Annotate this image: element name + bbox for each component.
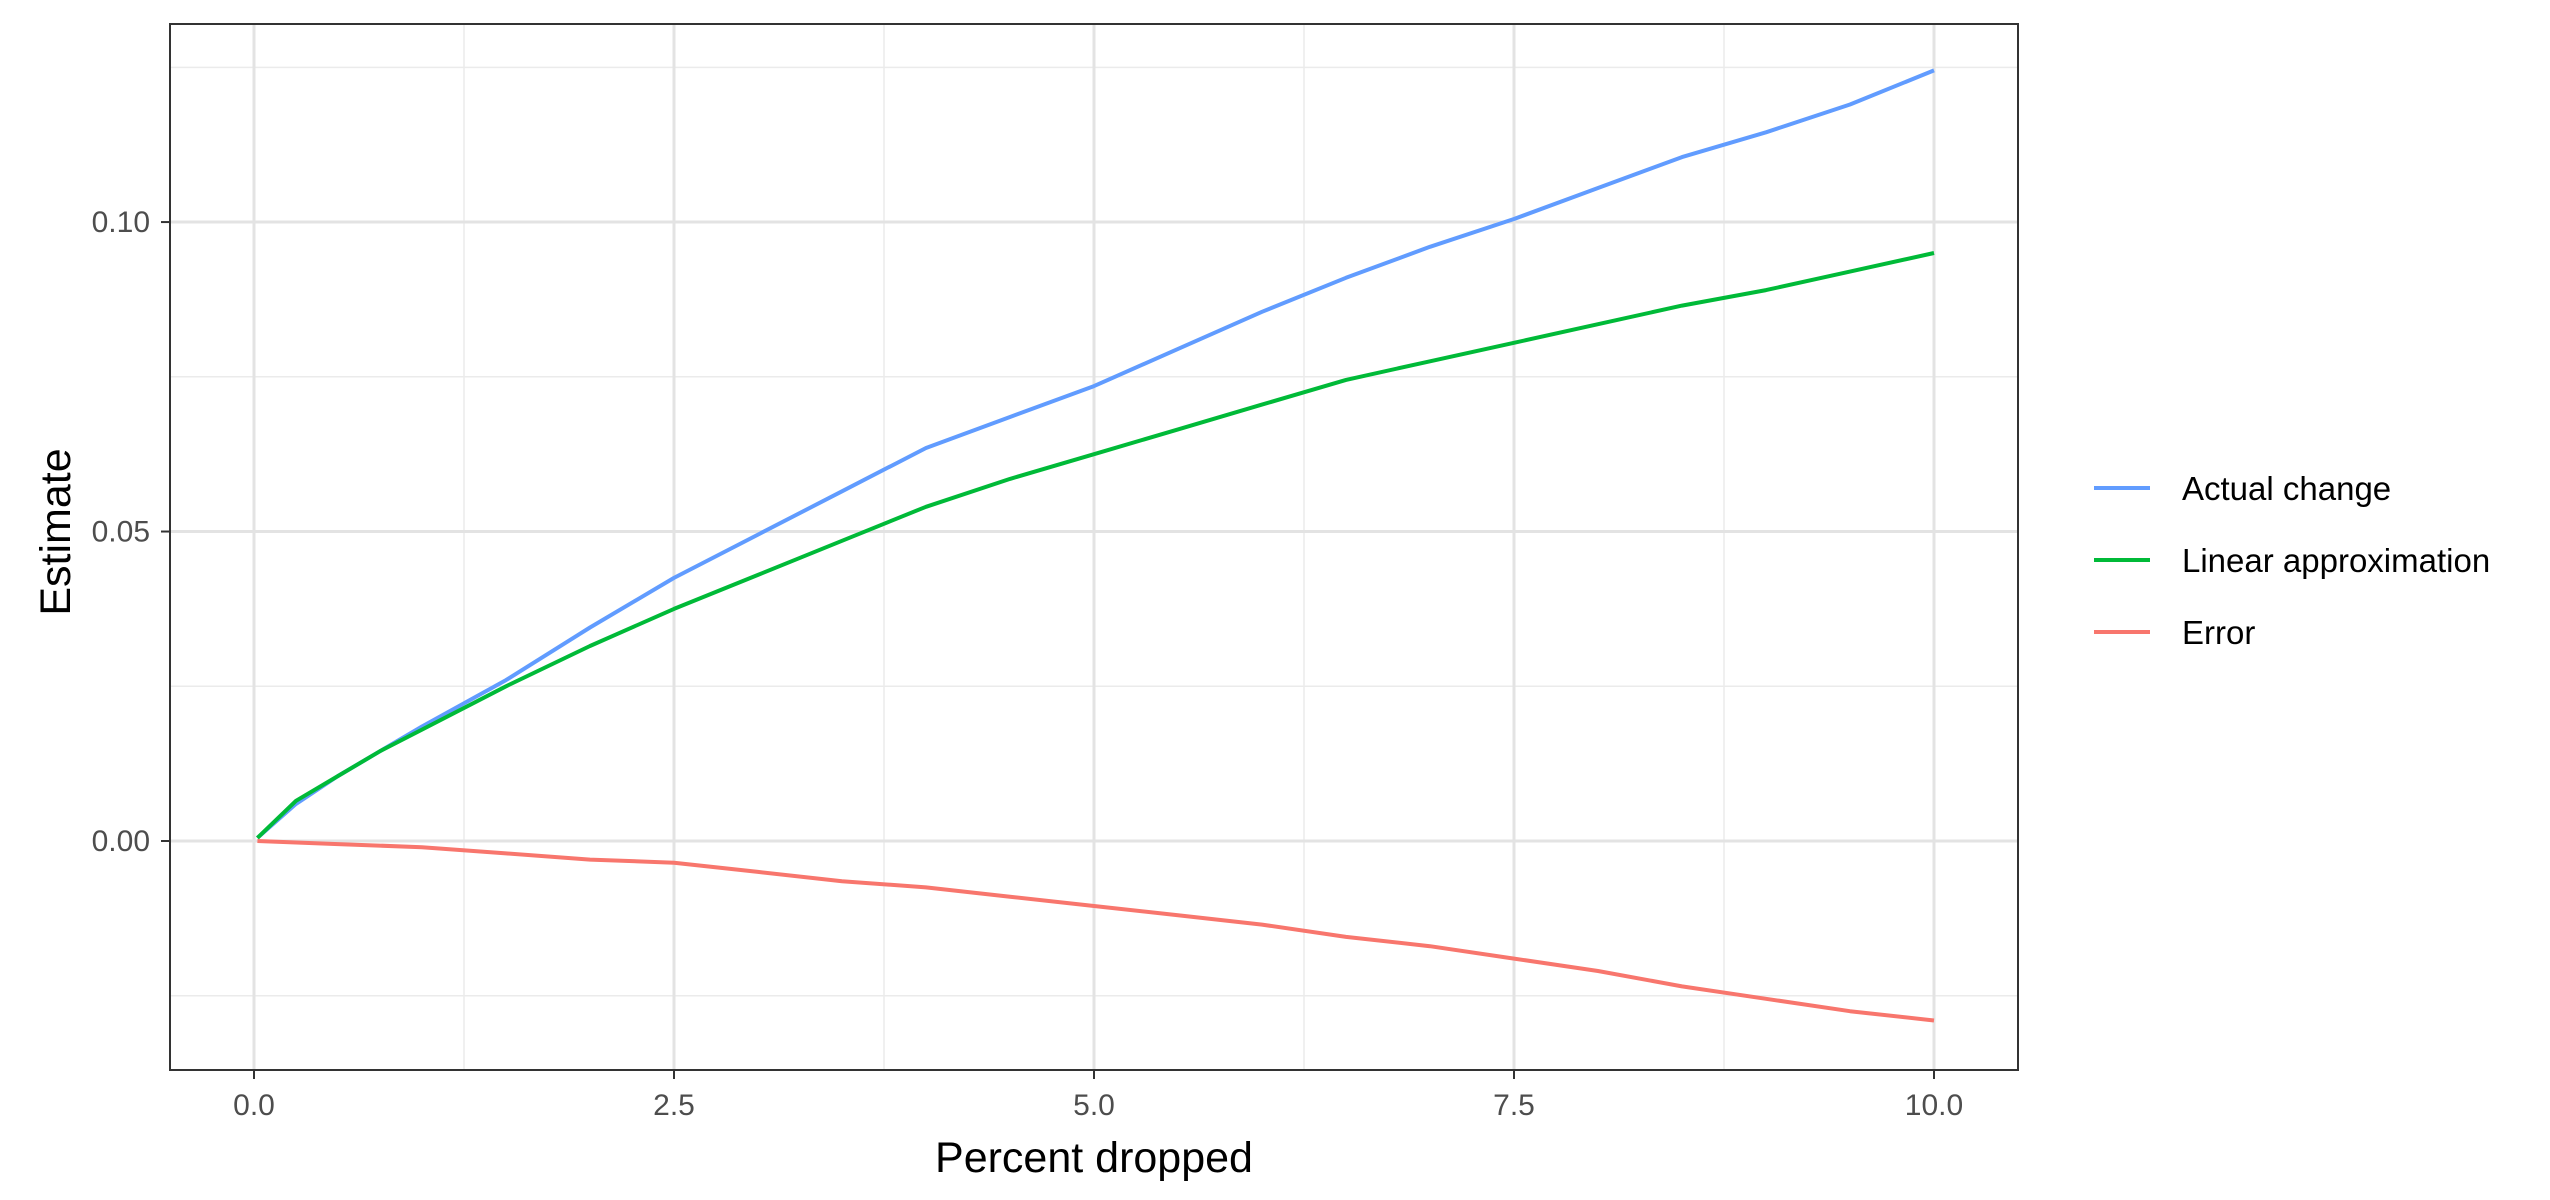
major-grid <box>170 24 2018 1070</box>
legend-label: Actual change <box>2182 470 2391 507</box>
x-axis-title: Percent dropped <box>935 1134 1253 1182</box>
x-tick-label: 5.0 <box>1073 1089 1115 1122</box>
series-line-error <box>257 839 1935 1023</box>
x-tick-label: 2.5 <box>653 1089 695 1122</box>
x-tick-label: 10.0 <box>1905 1089 1963 1122</box>
x-axis: 0.0 2.5 5.0 7.5 10.0 <box>233 1070 1963 1122</box>
legend-label: Linear approximation <box>2182 542 2490 579</box>
series-line-linear-approximation <box>256 251 1935 840</box>
x-tick-label: 7.5 <box>1493 1089 1535 1122</box>
y-tick-label: 0.10 <box>92 206 150 239</box>
y-axis: 0.00 0.05 0.10 <box>92 206 170 858</box>
x-tick-label: 0.0 <box>233 1089 275 1122</box>
y-tick-label: 0.00 <box>92 825 150 858</box>
legend: Actual change Linear approximation Error <box>2094 470 2490 651</box>
y-axis-title: Estimate <box>32 448 80 615</box>
legend-label: Error <box>2182 614 2255 651</box>
y-tick-label: 0.05 <box>92 516 150 549</box>
series-layer <box>256 68 1935 1023</box>
